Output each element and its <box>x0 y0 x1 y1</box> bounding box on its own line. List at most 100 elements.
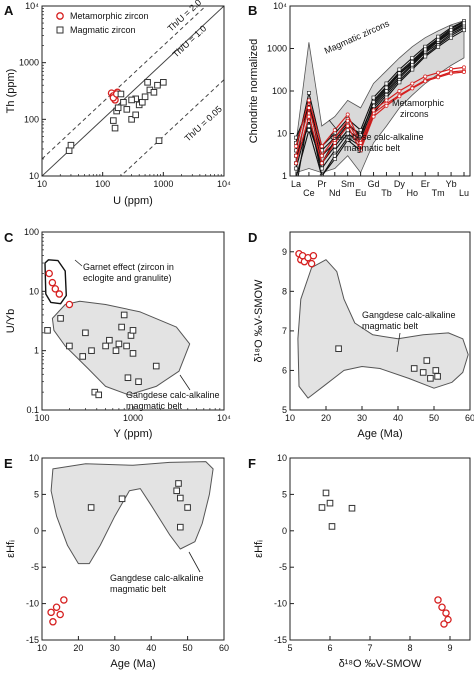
x-tick-label: 1000 <box>123 413 143 423</box>
metamorphic-pattern-marker <box>358 148 363 153</box>
magmatic-zircon-point <box>106 336 113 344</box>
line-label-thu-005: Th/U = 0.05 <box>183 104 224 144</box>
metamorphic-pattern-marker <box>462 65 466 70</box>
magmatic-zircon-point <box>177 494 184 502</box>
magmatic-zircon-point <box>335 345 342 352</box>
metamorphic-pattern-marker <box>371 108 376 113</box>
magmatic-pattern-marker <box>410 67 415 72</box>
metamorphic-pattern-marker <box>306 98 311 103</box>
metamorphic-pattern-marker <box>436 70 441 75</box>
x-tick-label: 10⁴ <box>217 413 231 423</box>
magmatic-zircon-point <box>118 495 126 503</box>
annot-gangdese-d-1: Gangdese calc-alkaline <box>362 310 456 320</box>
y-tick-label: 10 <box>29 453 39 463</box>
magmatic-zircon-pattern <box>295 21 465 152</box>
panel-f-plot-frame <box>289 457 471 641</box>
annot-gangdese-d-2: magmatic belt <box>362 321 419 331</box>
magmatic-pattern-marker <box>384 81 389 86</box>
magmatic-pattern-marker <box>345 138 350 142</box>
x-tick-label: 30 <box>110 643 120 653</box>
magmatic-pattern-marker <box>371 95 376 100</box>
x-tick-label: 6 <box>327 643 332 653</box>
magmatic-zircon-point <box>155 137 163 144</box>
ree-category-label: La <box>291 179 301 189</box>
y-tick-label: 1000 <box>267 44 287 54</box>
x-tick-label: 10 <box>37 179 47 189</box>
y-tick-label: 7 <box>282 326 287 336</box>
metamorphic-pattern-marker <box>345 112 350 117</box>
magmatic-pattern-marker <box>449 35 453 40</box>
y-tick-label: 10 <box>29 171 39 181</box>
y-tick-label: 0.1 <box>26 405 39 415</box>
y-tick-label: 10⁴ <box>273 1 287 11</box>
ree-category-label: Dy <box>394 179 405 189</box>
metamorphic-pattern-marker <box>423 74 428 79</box>
metamorphic-zircon-point <box>60 596 68 604</box>
x-tick-label: 10⁴ <box>217 179 231 189</box>
panel-e-label: E <box>4 456 13 471</box>
panel-b-label: B <box>248 3 257 18</box>
metamorphic-pattern-marker <box>384 103 389 108</box>
panel-c-xlabel: Y (ppm) <box>114 428 153 440</box>
magmatic-zircon-point <box>118 323 125 331</box>
metamorphic-pattern-marker <box>345 118 350 123</box>
magmatic-pattern-marker <box>410 60 415 64</box>
y-tick-label: 1000 <box>19 58 39 68</box>
annot-arrow-b <box>328 119 339 132</box>
x-tick-label: 40 <box>393 413 403 423</box>
magmatic-pattern-marker <box>384 85 389 90</box>
metamorphic-pattern-marker <box>306 105 311 110</box>
panel-e-belt-field <box>50 461 214 565</box>
magmatic-pattern-marker <box>294 166 298 171</box>
magmatic-zircon-point <box>173 487 180 495</box>
y-tick-label: 0 <box>282 526 287 536</box>
y-tick-label: 8 <box>282 286 287 296</box>
magmatic-zircon-point <box>432 367 440 374</box>
x-tick-label: 60 <box>465 413 474 423</box>
magmatic-zircon-point <box>123 342 130 350</box>
ree-category-label: Pr <box>317 179 326 189</box>
panel-f: F 5 6 7 8 9 -15 -10 -5 0 5 10 δ¹⁸O ‰V-SMOW εHfᵢ <box>248 453 471 670</box>
magmatic-zircon-point <box>57 315 64 322</box>
magmatic-zircon-point <box>88 347 95 354</box>
panel-d-ylabel: δ¹⁸O ‰V-SMOW <box>253 279 265 362</box>
panel-b-pattern-lines <box>294 19 466 176</box>
metamorphic-zircon-point <box>438 603 446 611</box>
x-tick-label: 9 <box>447 643 452 653</box>
ree-category-label: Er <box>421 179 430 189</box>
magmatic-zircon-point <box>117 90 125 98</box>
y-tick-label: -5 <box>31 562 39 572</box>
y-tick-label: 1 <box>282 171 287 181</box>
x-tick-label: 10 <box>285 413 295 423</box>
x-tick-label: 20 <box>321 413 331 423</box>
magmatic-zircon-point <box>132 111 139 119</box>
magmatic-zircon-point <box>434 373 441 380</box>
magmatic-zircon-point <box>123 106 131 113</box>
metamorphic-zircon-point <box>47 608 55 617</box>
panel-a: A 10 100 1000 10⁴ 10 100 1000 10⁴ Metamorphic z… <box>4 0 231 207</box>
panel-b-ylabel: Chondrite normalized <box>248 39 260 144</box>
annot-metamorphic-zircons-2: zircons <box>400 109 429 119</box>
panel-e-xlabel: Age (Ma) <box>110 658 155 670</box>
metamorphic-zircon-pattern <box>295 70 465 158</box>
y-tick-label: 100 <box>24 114 39 124</box>
panel-a-plot-frame <box>41 5 225 177</box>
x-tick-label: 50 <box>183 643 193 653</box>
thu-reference-line <box>120 79 224 176</box>
metamorphic-zircon-point <box>55 290 64 298</box>
x-tick-label: 5 <box>287 643 292 653</box>
metamorphic-zircon-pattern <box>295 66 465 148</box>
panel-e-plot-frame <box>41 457 225 641</box>
magmatic-pattern-marker <box>436 34 441 39</box>
metamorphic-zircon-point <box>52 603 61 611</box>
metamorphic-pattern-marker <box>397 94 402 99</box>
magmatic-pattern-marker <box>384 89 389 93</box>
magmatic-pattern-marker <box>307 124 311 128</box>
ree-category-label: Tm <box>432 188 445 198</box>
y-tick-label: 100 <box>272 86 287 96</box>
magmatic-zircon-pattern <box>295 27 465 170</box>
magmatic-pattern-marker <box>358 133 363 138</box>
x-tick-label: 7 <box>367 643 372 653</box>
magmatic-pattern-marker <box>332 148 337 153</box>
